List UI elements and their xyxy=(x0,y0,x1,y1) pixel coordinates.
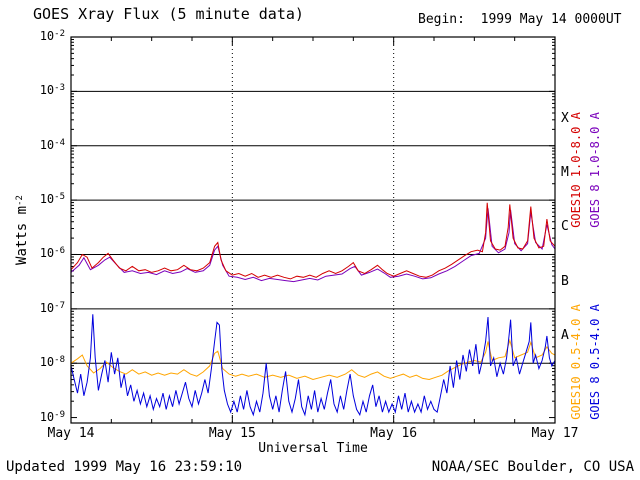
y-tick-label: 10-5 xyxy=(39,192,65,207)
x-axis-label: Universal Time xyxy=(258,441,368,456)
y-tick-label: 10-7 xyxy=(39,300,65,315)
series-legend-label: GOES10 1.0-8.0 A xyxy=(569,112,583,228)
flare-class-label: X xyxy=(561,110,569,126)
series-line-goes10-1-0-8-0-a xyxy=(70,202,556,280)
y-axis-tick-labels: 10-2 10-3 10-4 10-5 10-6 10-7 10-8 10-9 xyxy=(0,0,68,480)
flare-class-label: B xyxy=(561,273,569,289)
series-line-goes-8-1-0-8-0-a xyxy=(70,208,556,283)
updated-timestamp: Updated 1999 May 16 23:59:10 xyxy=(6,459,243,475)
series-line-goes10-0-5-4-0-a xyxy=(70,338,556,381)
x-tick-label: May 15 xyxy=(208,426,256,441)
y-tick-label: 10-9 xyxy=(39,409,65,424)
flare-class-label: A xyxy=(561,328,569,343)
x-tick-label: May 17 xyxy=(531,426,579,441)
y-tick-label: 10-8 xyxy=(39,355,65,370)
flare-class-label: C xyxy=(561,219,569,235)
y-tick-label: 10-6 xyxy=(39,246,65,261)
series-line-goes-8-0-5-4-0-a xyxy=(70,314,556,417)
series-legend-label: GOES10 0.5-4.0 A xyxy=(569,304,583,420)
chart-title: GOES Xray Flux (5 minute data) xyxy=(33,5,304,23)
y-tick-label: 10-3 xyxy=(39,83,65,98)
series-legend-label: GOES 8 1.0-8.0 A xyxy=(588,112,602,228)
y-tick-label: 10-2 xyxy=(39,28,65,43)
x-tick-label: May 14 xyxy=(47,426,95,441)
x-tick-label: May 16 xyxy=(370,426,418,441)
flare-class-label: M xyxy=(561,164,569,180)
credit-label: NOAA/SEC Boulder, CO USA xyxy=(431,459,634,475)
plot-frame xyxy=(70,36,556,424)
series-legend-label: GOES 8 0.5-4.0 A xyxy=(588,304,602,420)
y-tick-label: 10-4 xyxy=(39,137,65,152)
begin-time-label: Begin: 1999 May 14 0000UT xyxy=(418,12,622,27)
